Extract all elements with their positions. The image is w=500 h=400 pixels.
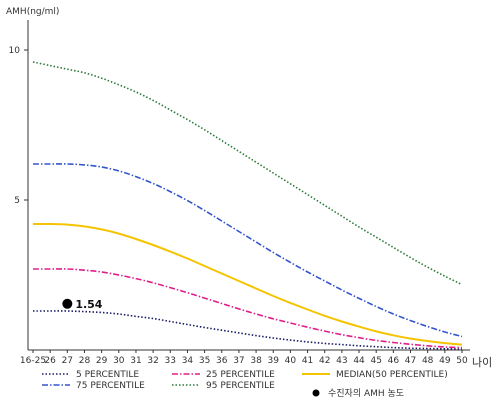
patient-marker: 1.54: [62, 298, 103, 311]
x-tick-label: 50: [456, 356, 468, 366]
x-tick-label: 36: [216, 356, 228, 366]
legend-marker-dot: [312, 389, 320, 397]
x-axis-unit-label: 나이: [472, 356, 492, 369]
x-tick-label: 26: [44, 356, 56, 366]
y-axis-label: AMH(ng/ml): [6, 7, 59, 17]
x-tick-label: 30: [113, 356, 125, 366]
legend-label-2: 25 PERCENTILE: [206, 370, 275, 380]
y-ticks: 5 10: [9, 46, 28, 206]
x-tick-label: 16-25: [20, 356, 46, 366]
series-line-1: [33, 310, 463, 350]
x-tick-label: 34: [182, 356, 194, 366]
legend-label-5: 95 PERCENTILE: [206, 381, 275, 391]
x-tick-label: 42: [319, 356, 330, 366]
x-tick-label: 31: [130, 356, 141, 366]
x-tick-label: 29: [96, 356, 108, 366]
x-tick-label: 48: [422, 356, 434, 366]
legend: 5 PERCENTILE 25 PERCENTILE MEDIAN(50 PERCE…: [42, 370, 448, 399]
x-tick-label: 45: [370, 356, 381, 366]
patient-marker-label: 1.54: [75, 298, 102, 311]
x-tick-label: 40: [285, 356, 297, 366]
x-tick-label: 49: [439, 356, 451, 366]
legend-label-1: 5 PERCENTILE: [76, 370, 139, 380]
x-tick-label: 37: [233, 356, 244, 366]
x-tick-label: 32: [147, 356, 158, 366]
x-tick-label: 39: [268, 356, 280, 366]
legend-label-3: MEDIAN(50 PERCENTILE): [336, 370, 448, 380]
x-tick-label: 41: [302, 356, 313, 366]
x-tick-label: 35: [199, 356, 210, 366]
y-tick-label: 10: [9, 46, 21, 56]
x-tick-label: 33: [165, 356, 176, 366]
x-tick-label: 38: [250, 356, 262, 366]
x-tick-label: 43: [336, 356, 347, 366]
x-tick-label: 28: [79, 356, 91, 366]
series-line-2: [33, 268, 463, 349]
y-tick-label: 5: [14, 196, 20, 206]
series-lines: [32, 61, 463, 350]
x-tick-label: 44: [353, 356, 365, 366]
series-line-4: [33, 163, 463, 338]
x-tick-label: 27: [62, 356, 73, 366]
legend-label-4: 75 PERCENTILE: [76, 381, 145, 391]
series-line-5: [32, 61, 463, 286]
x-tick-label: 46: [388, 356, 400, 366]
x-tick-label: 47: [405, 356, 416, 366]
legend-marker-label: 수진자의 AMH 농도: [328, 388, 404, 399]
series-line-3: [32, 222, 463, 346]
patient-marker-dot: [62, 298, 73, 309]
